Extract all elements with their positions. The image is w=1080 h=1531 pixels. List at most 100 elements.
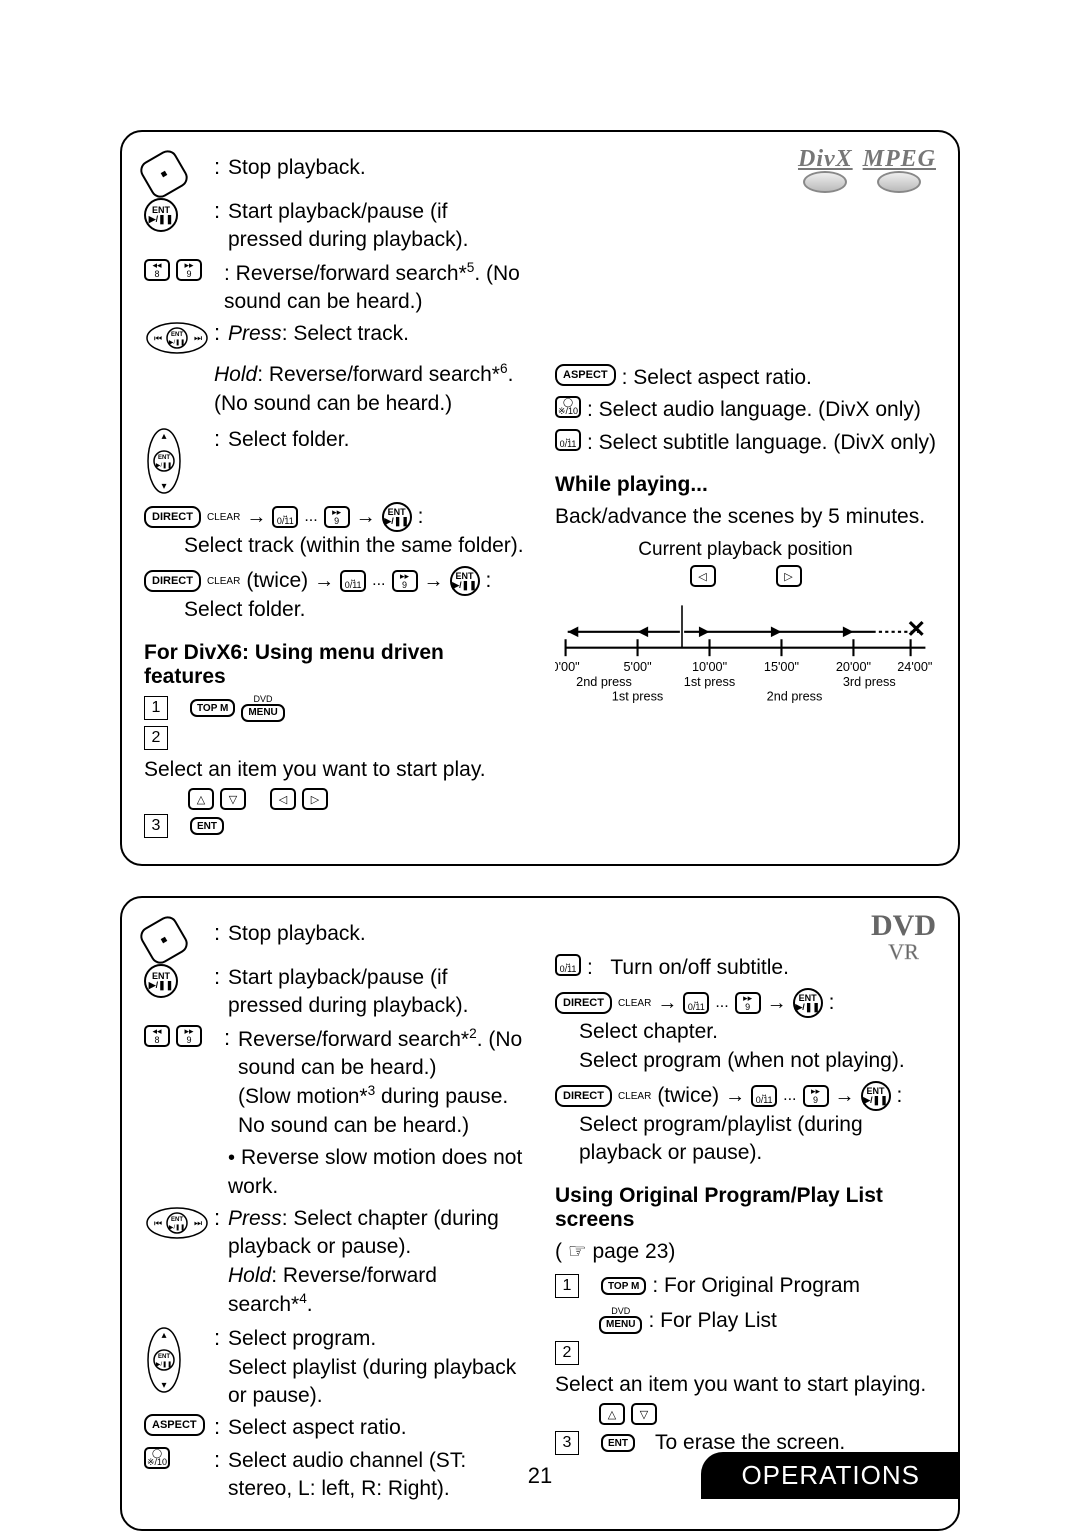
svg-text:▶/❚❚: ▶/❚❚ <box>169 1224 185 1231</box>
ent-play-icon: ENT▶/❚❚ <box>144 964 178 998</box>
svg-text:ENT: ENT <box>171 332 183 338</box>
stop-button-icon: ■ <box>137 913 192 968</box>
menu-key-icon: MENU <box>599 1316 642 1334</box>
rocker-left-right-icon: ENT ▶/❚❚ ⏮ ⏭ <box>144 1205 210 1241</box>
svg-text:2nd press: 2nd press <box>576 675 632 689</box>
svg-text:5'00": 5'00" <box>623 660 651 674</box>
direct-track-desc: Select track (within the same folder). <box>184 532 525 560</box>
step2-desc: Select an item you want to start play. <box>144 756 486 784</box>
svg-text:✕: ✕ <box>906 617 926 643</box>
divx6-header: For DivX6: Using menu driven features <box>144 641 525 689</box>
ent-round-icon: ENT▶/❚❚ <box>382 502 412 532</box>
fwd-key-icon: ▸▸9 <box>176 1025 202 1047</box>
rocker-up-down-icon: ENT ▶/❚❚ ▴ ▾ <box>144 426 184 496</box>
rocker-left-right-icon: ENT ▶/❚❚ ⏮ ⏭ <box>144 320 210 356</box>
svg-text:20'00": 20'00" <box>836 660 871 674</box>
menu-key-icon: MENU <box>241 704 284 722</box>
subtitle-key-icon: ⎵0/11 <box>555 954 581 976</box>
right-key-icon: ▷ <box>776 565 802 587</box>
format-badges: DivX MPEG <box>798 146 936 193</box>
hold-desc: Hold: Reverse/forward search*6. (No soun… <box>214 360 525 418</box>
ent-key-icon: ENT <box>601 1434 635 1452</box>
step2-desc-2: Select an item you want to start playing… <box>555 1371 926 1399</box>
down-key-icon: ▽ <box>631 1403 657 1425</box>
svg-text:10'00": 10'00" <box>692 660 727 674</box>
num-0-key-icon: ⎵0/11 <box>340 570 366 592</box>
panel-dvd-vr: DVD VR ■ : Stop playback. ENT▶/❚❚ : Star… <box>120 896 960 1531</box>
svg-text:0'00": 0'00" <box>555 660 580 674</box>
svg-text:▶/❚❚: ▶/❚❚ <box>156 1361 172 1368</box>
play-desc: Start playback/pause (if pressed during … <box>228 198 525 255</box>
badge-dvd-vr: DVD VR <box>871 912 936 965</box>
stop-desc: Stop playback. <box>228 154 366 182</box>
revfwd-desc: : Reverse/forward search*5. (No sound ca… <box>224 259 525 317</box>
left-key-icon: ◁ <box>690 565 716 587</box>
up-key-icon: △ <box>599 1403 625 1425</box>
fwd-key-icon: ▸▸9 <box>176 259 202 281</box>
num-9-key-icon: ▸▸9 <box>324 506 350 528</box>
svg-text:⏮: ⏮ <box>154 333 162 343</box>
svg-text:▴: ▴ <box>161 431 166 442</box>
arrow-icon: → <box>246 506 266 529</box>
direct-folder-desc: Select folder. <box>184 596 525 624</box>
svg-text:ENT: ENT <box>158 455 170 461</box>
select-chapter-desc: Select chapter. <box>579 1018 936 1046</box>
step-2: 2 <box>555 1341 579 1365</box>
right-key-icon: ▷ <box>302 788 328 810</box>
sublang-desc: Select subtitle language. (DivX only) <box>599 431 936 454</box>
svg-text:⏭: ⏭ <box>194 333 202 343</box>
badge-divx: DivX <box>798 146 853 193</box>
subtitle-toggle-desc: Turn on/off subtitle. <box>610 956 789 979</box>
step-2: 2 <box>144 726 168 750</box>
clear-label: CLEAR <box>207 512 240 523</box>
topm-key-icon: TOP M <box>601 1277 646 1295</box>
left-key-icon: ◁ <box>270 788 296 810</box>
direct-key-icon: DIRECT <box>144 506 201 528</box>
aspect-key-icon: ASPECT <box>555 364 616 386</box>
arrow-icon: → <box>356 506 376 529</box>
num-9-key-icon: ▸▸9 <box>392 570 418 592</box>
svg-text:15'00": 15'00" <box>764 660 799 674</box>
svg-text:▾: ▾ <box>161 481 166 492</box>
section-tab: OPERATIONS <box>701 1452 960 1499</box>
audiolang-desc: Select audio language. (DivX only) <box>599 398 921 421</box>
select-program-desc: Select program. <box>228 1327 376 1350</box>
svg-text:24'00": 24'00" <box>897 660 932 674</box>
playlist-desc: For Play List <box>660 1309 777 1332</box>
bullet-reverse-slow: Reverse slow motion does not work. <box>228 1146 522 1197</box>
badge-mpeg: MPEG <box>863 146 936 193</box>
ent-play-icon: ENT▶/❚❚ <box>144 198 178 232</box>
direct-key-icon: DIRECT <box>144 570 201 592</box>
step-1: 1 <box>144 696 168 720</box>
orig-prog-header: Using Original Program/Play List screens <box>555 1184 936 1232</box>
audio-key-icon: ◯※/10 <box>555 396 581 418</box>
back-advance-desc: Back/advance the scenes by 5 minutes. <box>555 503 936 531</box>
play-desc-2: Start playback/pause (if pressed during … <box>228 964 525 1021</box>
aspect-desc-2: Select aspect ratio. <box>228 1414 407 1442</box>
aspect-key-icon: ASPECT <box>144 1414 205 1436</box>
stop-desc-2: Stop playback. <box>228 920 366 948</box>
page-number: 21 <box>528 1463 552 1489</box>
svg-text:⏭: ⏭ <box>194 1218 202 1228</box>
stop-button-icon: ■ <box>137 147 192 202</box>
svg-text:▾: ▾ <box>161 1380 166 1391</box>
ent-key-icon: ENT <box>190 817 224 835</box>
num-0-key-icon: ⎵0/11 <box>272 506 298 528</box>
page-ref: ( ☞ page 23) <box>555 1238 936 1266</box>
svg-text:1st press: 1st press <box>684 675 735 689</box>
subtitle-key-icon: ⎵0/11 <box>555 429 581 451</box>
svg-text:▴: ▴ <box>161 1330 166 1341</box>
down-key-icon: ▽ <box>220 788 246 810</box>
step-3: 3 <box>144 814 168 838</box>
orig-prog-desc: For Original Program <box>664 1274 860 1297</box>
press-track-desc: Press: Select track. <box>228 320 409 348</box>
rocker-up-down-icon: ENT ▶/❚❚ ▴ ▾ <box>144 1325 184 1395</box>
select-playlist-desc: Select playlist (during playback or paus… <box>228 1356 516 1407</box>
revfwd-desc-2: Reverse/forward search*2. (No sound can … <box>238 1025 525 1140</box>
select-folder-desc: Select folder. <box>228 426 349 454</box>
svg-text:ENT: ENT <box>171 1217 183 1223</box>
rev-key-icon: ◂◂8 <box>144 1025 170 1047</box>
while-playing-header: While playing... <box>555 473 936 497</box>
svg-text:1st press: 1st press <box>612 690 663 704</box>
ent-round-icon: ENT▶/❚❚ <box>450 566 480 596</box>
